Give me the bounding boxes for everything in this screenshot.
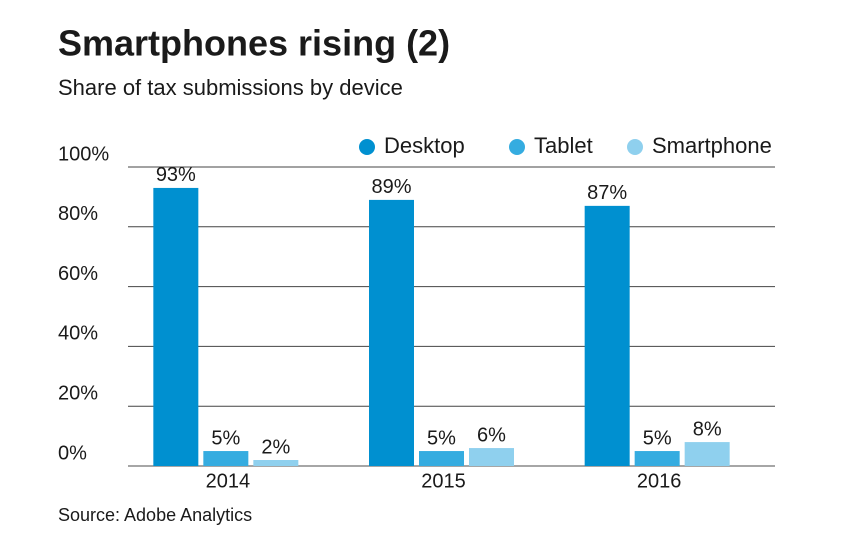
legend-label: Tablet xyxy=(534,133,593,158)
value-label: 5% xyxy=(643,427,672,449)
x-tick-label: 2014 xyxy=(206,470,251,492)
x-tick-label: 2015 xyxy=(421,470,466,492)
value-label: 6% xyxy=(477,424,506,446)
value-label: 93% xyxy=(156,164,196,186)
legend-label: Desktop xyxy=(384,133,465,158)
y-tick-label: 60% xyxy=(58,263,98,285)
legend-swatch xyxy=(359,139,375,155)
legend-label: Smartphone xyxy=(652,133,772,158)
y-tick-label: 20% xyxy=(58,382,98,404)
bar xyxy=(634,451,680,466)
legend-swatch xyxy=(627,139,643,155)
legend-swatch xyxy=(509,139,525,155)
value-label: 89% xyxy=(371,176,411,198)
value-label: 8% xyxy=(693,418,722,440)
bar xyxy=(469,448,514,466)
bar xyxy=(584,205,630,466)
chart-title: Smartphones rising (2) xyxy=(58,23,450,64)
value-label: 2% xyxy=(261,436,290,458)
bar xyxy=(153,187,199,466)
bar xyxy=(684,442,730,466)
bar xyxy=(253,460,299,466)
value-label: 5% xyxy=(211,427,240,449)
y-tick-label: 100% xyxy=(58,143,109,165)
bar xyxy=(419,451,464,466)
chart-subtitle: Share of tax submissions by device xyxy=(58,75,403,100)
source-note: Source: Adobe Analytics xyxy=(58,505,252,525)
y-tick-label: 0% xyxy=(58,442,87,464)
y-tick-label: 40% xyxy=(58,323,98,345)
y-tick-label: 80% xyxy=(58,203,98,225)
x-tick-label: 2016 xyxy=(637,470,682,492)
value-label: 87% xyxy=(587,182,627,204)
value-label: 5% xyxy=(427,427,456,449)
bar xyxy=(369,199,414,466)
bar xyxy=(203,451,249,466)
